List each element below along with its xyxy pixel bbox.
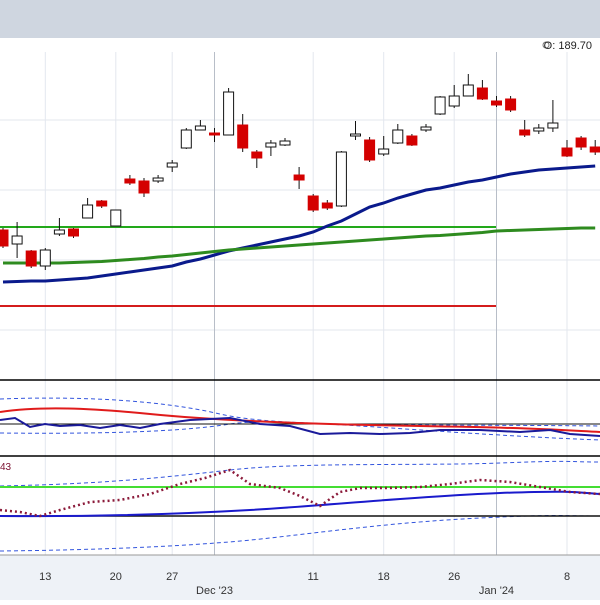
candle-body [406, 135, 418, 146]
candle-body [265, 142, 277, 148]
band-lower [0, 515, 600, 552]
header-bar [0, 0, 600, 38]
candle-body [575, 137, 587, 148]
candle-body [335, 151, 347, 207]
candle-body [39, 249, 51, 267]
indicator-line [0, 490, 600, 518]
candle-body [448, 95, 460, 107]
candle-body [364, 139, 376, 161]
x-axis: 13 20 27 Dec '23 11 18 26 Jan '24 8 [39, 571, 570, 597]
moving-average [2, 164, 596, 284]
candle-body [589, 146, 600, 153]
candle-body [0, 229, 9, 247]
price-panel [0, 74, 600, 307]
grid [0, 52, 600, 555]
candle-body [533, 127, 545, 132]
candle-body [462, 84, 474, 97]
candle-body [166, 162, 178, 168]
candle-body [25, 250, 37, 267]
candle-body [194, 125, 206, 131]
x-tick-label: 8 [564, 571, 570, 583]
x-tick-label: 27 [166, 571, 178, 583]
candle-body [519, 129, 531, 136]
candle-body [547, 122, 559, 129]
candle-body [138, 180, 150, 194]
candle-body [420, 126, 432, 131]
candle-body [223, 91, 235, 136]
candle-body [434, 96, 446, 115]
x-tick-label: 26 [448, 571, 460, 583]
candle-body [378, 148, 390, 155]
candle-body [293, 174, 305, 181]
plot-background [0, 38, 600, 555]
candle-body [321, 202, 333, 209]
candle-body [180, 129, 192, 149]
candle-body [209, 132, 220, 136]
candle-body [505, 98, 517, 111]
band-upper [0, 397, 600, 427]
candle-body [476, 87, 488, 100]
x-tick-label: Dec '23 [196, 585, 233, 597]
x-tick-label: 18 [378, 571, 390, 583]
indicator-label: 43 [0, 462, 12, 473]
candle-body [68, 228, 79, 237]
header-ohlc: O: 189.70 [544, 40, 592, 52]
candle-body [251, 151, 263, 159]
candle-body [53, 229, 65, 235]
header-icon [542, 41, 550, 49]
candle-body [237, 124, 249, 149]
candle-body [491, 100, 502, 106]
indicator-line [0, 407, 600, 433]
x-tick-label: Jan '24 [479, 585, 514, 597]
candle-body [96, 200, 108, 207]
candle-body [561, 147, 573, 157]
candle-body [279, 140, 291, 146]
x-tick-label: 11 [307, 571, 318, 583]
indicator-line [0, 468, 600, 518]
moving-average [3, 226, 596, 265]
candle-body [307, 195, 319, 211]
candle-body [124, 178, 136, 184]
x-tick-label: 20 [110, 571, 122, 583]
x-axis-background [0, 555, 600, 600]
candle-body [392, 129, 404, 144]
x-tick-label: 13 [39, 571, 51, 583]
band-upper [0, 460, 600, 487]
candle-body [152, 177, 164, 182]
candle-body [350, 133, 361, 137]
indicator-line [0, 416, 600, 437]
candle-body [110, 209, 122, 227]
candle-body [11, 235, 23, 245]
candle-body [82, 204, 94, 219]
band-lower [0, 421, 600, 441]
